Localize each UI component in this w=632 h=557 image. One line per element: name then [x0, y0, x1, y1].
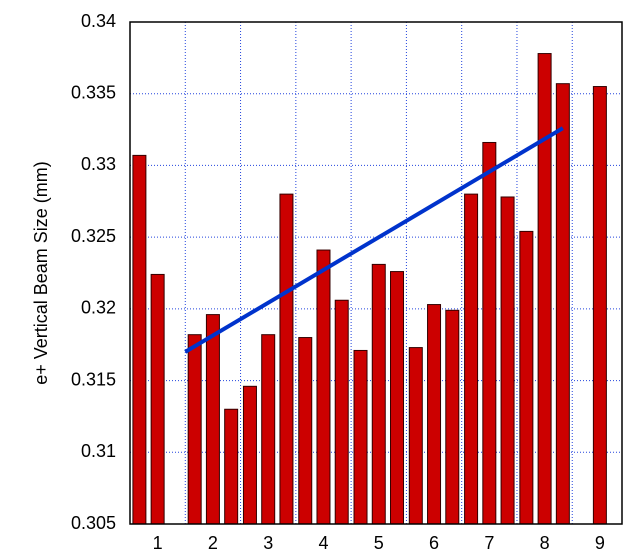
bar — [298, 337, 313, 525]
bar — [445, 309, 460, 525]
bar — [537, 53, 552, 525]
x-tick-label: 4 — [318, 533, 328, 553]
y-tick-label: 0.32 — [81, 298, 116, 318]
bar — [555, 83, 570, 525]
bar — [427, 304, 442, 525]
y-tick-label: 0.305 — [71, 513, 116, 533]
bar — [519, 230, 534, 525]
y-tick-label: 0.315 — [71, 369, 116, 389]
bar — [316, 249, 331, 525]
x-tick-label: 3 — [263, 533, 273, 553]
bar — [132, 154, 147, 525]
x-tick-label: 2 — [208, 533, 218, 553]
fit-line — [184, 126, 564, 354]
y-tick-label: 0.33 — [81, 154, 116, 174]
bar — [390, 271, 405, 525]
y-tick-label: 0.325 — [71, 226, 116, 246]
x-tick-label: 9 — [595, 533, 605, 553]
bar — [205, 314, 220, 525]
plot-frame — [129, 21, 623, 525]
bar — [408, 347, 423, 525]
bar — [353, 349, 368, 525]
x-tick-label: 7 — [484, 533, 494, 553]
x-tick-label: 1 — [153, 533, 163, 553]
bar — [371, 263, 386, 525]
y-tick-label: 0.34 — [81, 11, 116, 31]
bar — [334, 299, 349, 525]
x-tick-label: 6 — [429, 533, 439, 553]
bar — [592, 86, 607, 525]
x-tick-label: 5 — [374, 533, 384, 553]
x-tick-label: 8 — [540, 533, 550, 553]
bar — [224, 408, 239, 525]
bar — [482, 141, 497, 525]
y-axis-label: e+ Vertical Beam Size (mm) — [31, 161, 51, 385]
y-tick-label: 0.335 — [71, 82, 116, 102]
bar — [500, 196, 515, 525]
bar — [187, 334, 202, 525]
y-tick-label: 0.31 — [81, 441, 116, 461]
bar — [242, 385, 257, 525]
bar — [279, 193, 294, 525]
bar — [261, 334, 276, 525]
bar — [150, 273, 165, 525]
bar — [464, 193, 479, 525]
